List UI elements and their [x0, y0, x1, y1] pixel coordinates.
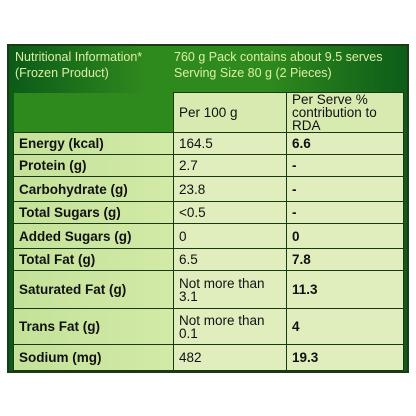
- nutrition-title: Nutritional Information*: [15, 50, 143, 64]
- col-header-per-serve: Per Serve % contribution to RDA: [286, 92, 404, 133]
- per-100g-value: 6.5: [173, 248, 287, 271]
- rda-value: 4: [286, 308, 404, 345]
- table-row: Carbohydrate (g) 23.8 -: [13, 176, 404, 202]
- table-row: Sodium (mg) 482 19.3: [13, 344, 404, 371]
- nutrient-label: Saturated Fat (g): [13, 270, 174, 309]
- table-header-row: Per 100 g Per Serve % contribution to RD…: [13, 92, 404, 133]
- per-100g-value: 23.8: [173, 176, 287, 202]
- per-100g-value: 2.7: [173, 154, 287, 177]
- table-row: Trans Fat (g) Not more than 0.1 4: [13, 308, 404, 345]
- nutrient-label: Carbohydrate (g): [13, 176, 174, 202]
- nutrient-label: Trans Fat (g): [13, 308, 174, 345]
- nutrition-table: Per 100 g Per Serve % contribution to RD…: [13, 92, 404, 371]
- serving-size: Serving Size 80 g (2 Pieces): [174, 66, 332, 80]
- table-row: Total Fat (g) 6.5 7.8: [13, 248, 404, 271]
- table-row: Protein (g) 2.7 -: [13, 154, 404, 177]
- nutrient-label: Total Fat (g): [13, 248, 174, 271]
- per-100g-value: <0.5: [173, 201, 287, 224]
- rda-value: 19.3: [286, 344, 404, 371]
- table-row: Total Sugars (g) <0.5 -: [13, 201, 404, 224]
- per-100g-value: 0: [173, 223, 287, 249]
- table-row: Added Sugars (g) 0 0: [13, 223, 404, 249]
- rda-value: -: [286, 154, 404, 177]
- nutrient-label: Added Sugars (g): [13, 223, 174, 249]
- pack-info: 760 g Pack contains about 9.5 serves: [174, 50, 383, 64]
- col-header-per-100g: Per 100 g: [173, 92, 287, 133]
- nutrition-panel: Nutritional Information* (Frozen Product…: [7, 44, 409, 373]
- nutrient-label: Total Sugars (g): [13, 201, 174, 224]
- per-100g-value: Not more than 3.1: [173, 270, 287, 309]
- nutrient-label: Protein (g): [13, 154, 174, 177]
- rda-value: -: [286, 176, 404, 202]
- panel-header: Nutritional Information* (Frozen Product…: [9, 46, 407, 90]
- rda-value: 0: [286, 223, 404, 249]
- rda-value: 11.3: [286, 270, 404, 309]
- rda-value: -: [286, 201, 404, 224]
- product-state: (Frozen Product): [15, 66, 109, 80]
- rda-value: 7.8: [286, 248, 404, 271]
- nutrient-label: Energy (kcal): [13, 132, 174, 155]
- per-100g-value: 482: [173, 344, 287, 371]
- table-row: Energy (kcal) 164.5 6.6: [13, 132, 404, 155]
- rda-value: 6.6: [286, 132, 404, 155]
- table-row: Saturated Fat (g) Not more than 3.1 11.3: [13, 270, 404, 309]
- per-100g-value: Not more than 0.1: [173, 308, 287, 345]
- nutrient-label: Sodium (mg): [13, 344, 174, 371]
- per-100g-value: 164.5: [173, 132, 287, 155]
- header-blank-cell: [13, 92, 174, 133]
